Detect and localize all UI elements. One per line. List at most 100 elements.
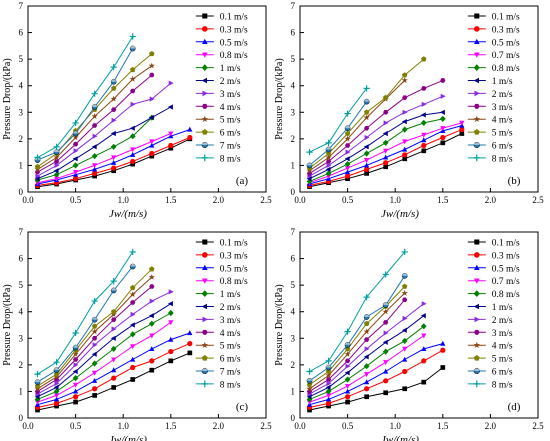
x-tick-label-a: 2.0: [213, 195, 225, 205]
series-line-a-10: [37, 48, 134, 161]
data-point-c-6: [130, 311, 136, 317]
series-b-11: [306, 85, 370, 156]
legend-label-b-1: 0.3 m/s: [492, 25, 520, 35]
data-point-a-3: [54, 176, 60, 182]
data-point-d-5: [325, 384, 331, 390]
data-point-c-5: [129, 322, 135, 328]
legend-marker-b-7: [474, 103, 480, 109]
series-a-7: [34, 72, 155, 175]
data-point-a-3: [149, 139, 155, 145]
data-point-a-5: [148, 115, 154, 121]
data-point-b-8: [344, 135, 351, 142]
data-point-b-2: [345, 169, 351, 175]
x-tick-label-d: 2.0: [485, 421, 497, 431]
x-axis-label-b: Jw/(m/s): [381, 208, 419, 220]
data-point-a-10-shade: [92, 104, 98, 107]
legend-label-d-10: 6 m/s: [492, 368, 513, 378]
data-point-c-7: [149, 284, 155, 289]
data-point-a-1: [92, 170, 98, 176]
legend-label-c-4: 1 m/s: [220, 290, 241, 300]
data-point-d-0: [402, 386, 408, 392]
data-point-a-7: [130, 88, 136, 94]
x-tick-label-c: 1.5: [165, 421, 177, 431]
series-b-5: [306, 109, 445, 182]
data-point-a-7: [73, 141, 79, 147]
legend-label-c-8: 5 m/s: [220, 342, 241, 352]
data-point-c-11: [72, 329, 79, 337]
data-point-c-0: [35, 407, 40, 413]
legend-marker-d-10-shade: [473, 368, 480, 371]
data-point-c-5: [110, 335, 116, 341]
x-tick-label-c: 0.5: [70, 421, 82, 431]
legend-marker-c-10-shade: [201, 368, 208, 371]
legend-label-a-0: 0.1 m/s: [220, 13, 248, 23]
data-point-c-6: [149, 298, 155, 304]
data-point-b-0: [421, 148, 427, 154]
legend-marker-b-0: [474, 13, 480, 19]
data-point-c-11: [129, 248, 136, 256]
y-tick-label-a: 5: [19, 54, 24, 64]
legend-marker-b-2: [474, 38, 480, 44]
data-point-a-4: [129, 133, 136, 140]
data-point-b-1: [383, 160, 389, 166]
data-point-d-6: [345, 363, 351, 369]
legend-label-b-2: 0.5 m/s: [492, 38, 520, 48]
data-point-a-9: [149, 51, 155, 57]
data-point-c-1: [111, 375, 117, 381]
data-point-a-5: [91, 144, 97, 150]
y-tick-label-d: 7: [291, 227, 296, 237]
data-point-c-7: [73, 357, 79, 362]
panel-c: 0.0 0.5 1.0 1.5 2.0 2.5 0 1 2 3 4 5 6 7 Jw/(m/s) Pressu…: [2, 227, 272, 441]
data-point-b-5: [363, 144, 369, 150]
data-point-d-0: [307, 407, 312, 413]
data-point-c-0: [187, 350, 193, 356]
data-point-a-8: [91, 113, 98, 119]
series-a-6: [35, 80, 174, 179]
data-point-d-8: [325, 372, 332, 379]
data-point-a-0: [168, 145, 174, 151]
y-tick-label-d: 3: [291, 333, 296, 343]
data-point-c-4: [129, 331, 136, 338]
data-point-d-1: [383, 378, 389, 384]
legend-label-a-5: 2 m/s: [220, 77, 241, 87]
legend-marker-d-8: [473, 341, 481, 348]
panel-label-c: (c): [236, 401, 249, 413]
data-point-b-11: [306, 149, 313, 156]
data-point-b-4: [363, 150, 370, 157]
data-point-b-9: [344, 130, 351, 136]
data-point-b-6: [402, 109, 408, 115]
data-point-a-11: [91, 90, 98, 97]
series-b-4: [306, 115, 446, 185]
y-tick-label-b: 1: [291, 160, 296, 170]
data-point-d-11: [306, 368, 313, 375]
data-point-b-6: [364, 134, 370, 141]
data-point-d-0: [345, 399, 350, 405]
data-point-b-5: [344, 156, 350, 162]
series-c-0: [35, 350, 193, 413]
data-point-b-5: [306, 176, 312, 182]
series-line-b-10: [309, 101, 368, 166]
data-point-a-3: [130, 147, 136, 153]
data-point-b-3: [459, 120, 465, 126]
data-point-b-4: [344, 161, 351, 168]
data-point-a-2: [187, 126, 193, 132]
legend-label-c-6: 3 m/s: [220, 316, 241, 326]
data-point-a-6: [54, 162, 60, 168]
data-point-c-0: [130, 377, 136, 382]
series-line-d-7: [309, 299, 406, 392]
data-point-a-2: [149, 142, 155, 148]
legend-marker-c-11: [201, 380, 209, 388]
legend-marker-a-3: [202, 52, 208, 58]
legend-marker-b-11: [473, 154, 481, 162]
data-point-c-2: [187, 330, 193, 336]
data-point-d-4: [401, 337, 408, 345]
data-point-c-2: [73, 388, 79, 394]
y-tick-label-b: 7: [291, 1, 296, 11]
legend-a: 0.1 m/s 0.3 m/s 0.5 m/s 0.8 m/s 1 m/s 2 m/s 3 …: [195, 13, 248, 164]
data-point-c-11: [53, 359, 60, 366]
data-point-c-6: [54, 380, 60, 387]
data-point-b-8: [325, 154, 332, 161]
data-point-d-11: [382, 271, 389, 278]
data-point-a-6: [92, 133, 98, 139]
